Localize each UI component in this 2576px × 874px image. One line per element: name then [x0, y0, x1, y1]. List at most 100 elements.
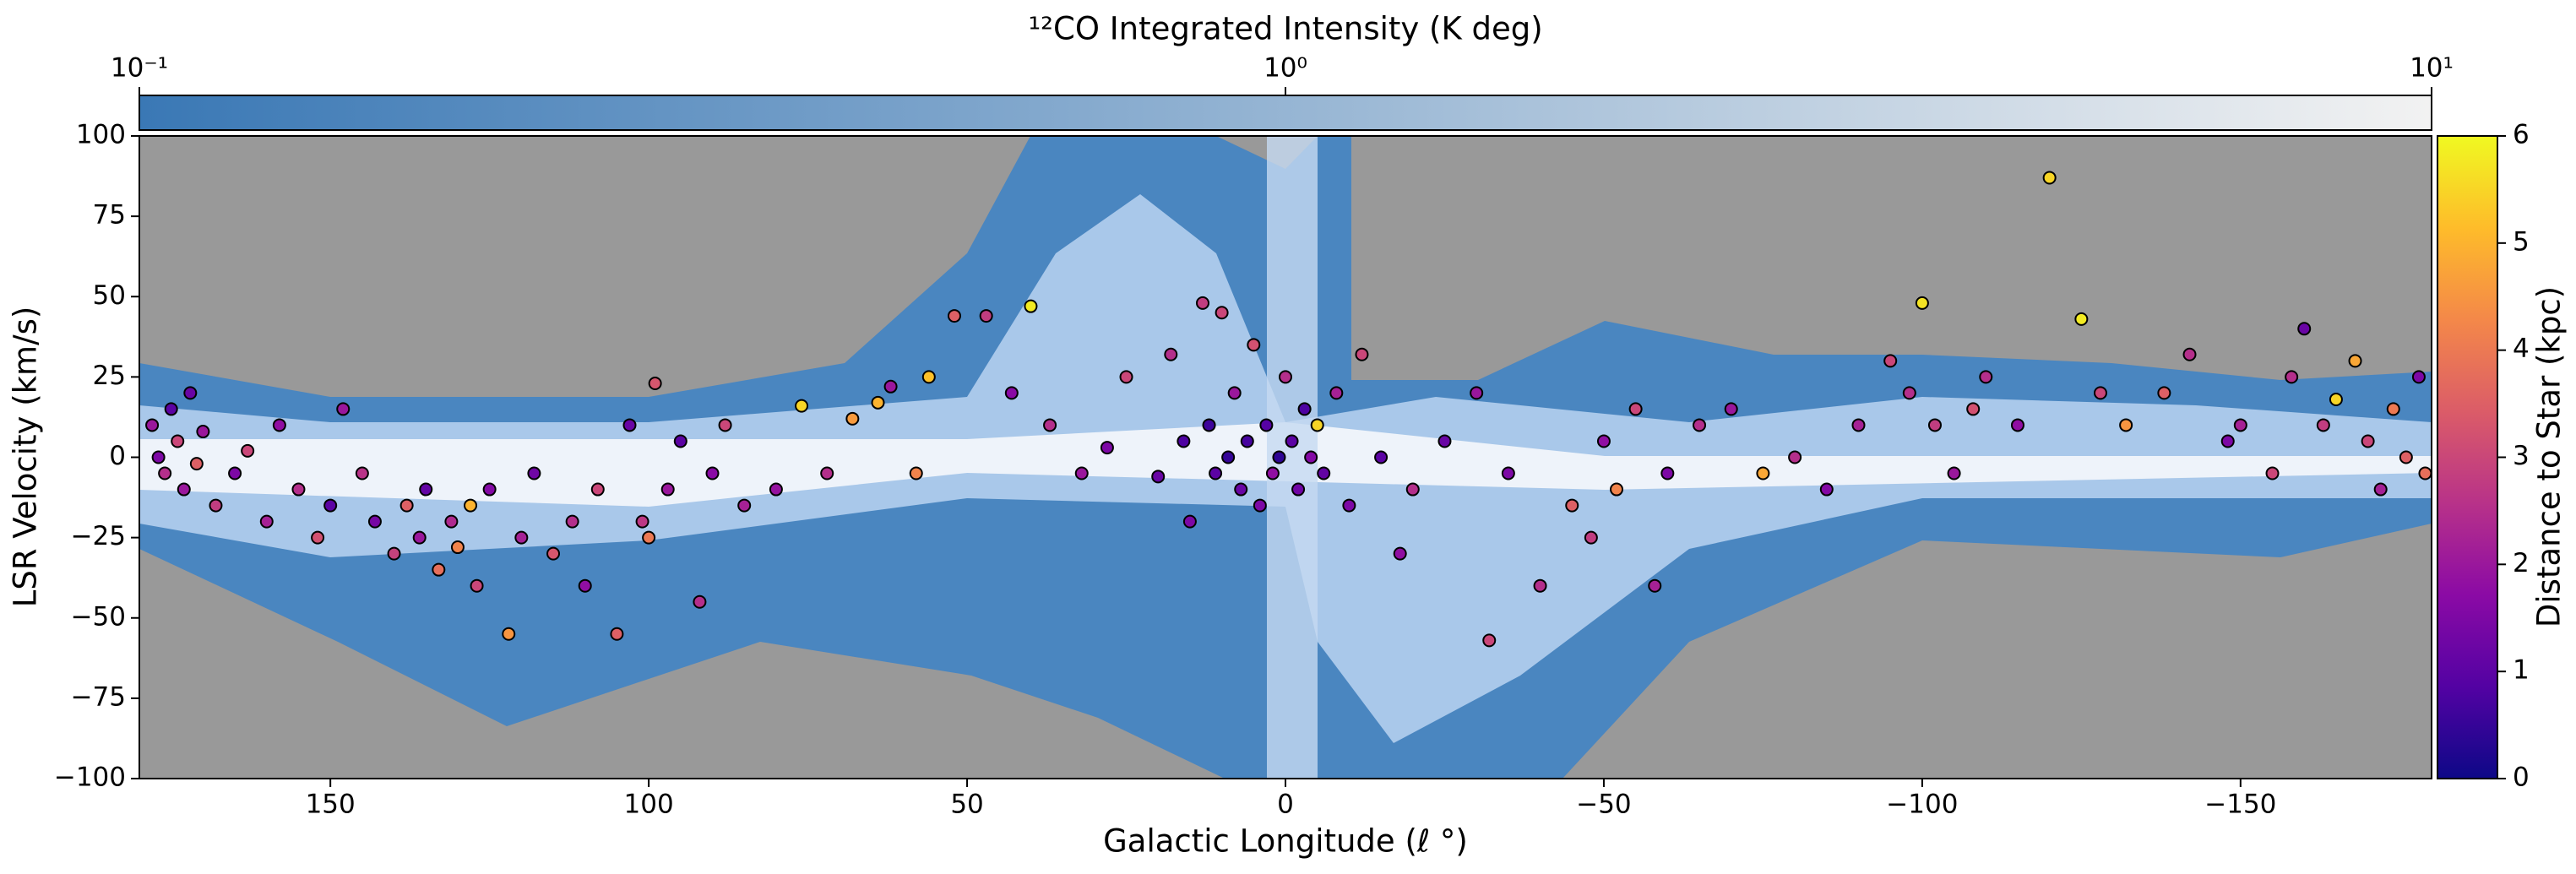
point — [355, 466, 369, 480]
point — [2316, 418, 2330, 432]
point — [1195, 296, 1209, 310]
point — [1164, 347, 1178, 361]
point — [2157, 386, 2171, 400]
chart-title: ¹²CO Integrated Intensity (K deg) — [1028, 11, 1542, 47]
colorbar-top — [139, 95, 2432, 131]
point — [1259, 418, 1274, 432]
point — [1279, 370, 1292, 384]
x-tick-label: 0 — [1277, 790, 1294, 820]
colorbar-tick-label: 2 — [2513, 548, 2530, 578]
point — [546, 546, 561, 561]
y-tick-label: −75 — [71, 681, 126, 712]
point — [769, 482, 783, 497]
point — [196, 425, 210, 439]
point — [642, 530, 656, 545]
point — [622, 418, 637, 432]
point — [1584, 530, 1598, 545]
point — [1202, 418, 1216, 432]
point — [272, 418, 286, 432]
point — [578, 578, 592, 593]
colorbar-tick-label: 0 — [2513, 763, 2530, 793]
point — [2399, 450, 2413, 464]
point — [820, 466, 834, 480]
point — [151, 450, 166, 464]
point — [1221, 450, 1236, 464]
point — [1310, 418, 1324, 432]
point — [1151, 470, 1166, 484]
point — [1004, 386, 1019, 400]
point — [673, 434, 687, 448]
point — [1628, 402, 1643, 416]
point — [2093, 386, 2107, 400]
point — [921, 370, 936, 384]
point — [718, 418, 732, 432]
point — [2348, 354, 2362, 368]
point — [311, 530, 325, 545]
point — [482, 482, 497, 497]
colorbar-label: Distance to Star (kpc) — [2531, 286, 2568, 627]
point — [1393, 546, 1407, 561]
point — [635, 514, 649, 529]
point — [1927, 418, 1942, 432]
x-tick-label: 150 — [306, 790, 356, 820]
point — [2182, 347, 2197, 361]
y-tick-label: −25 — [71, 521, 126, 551]
y-tick-label: −100 — [54, 763, 126, 793]
point — [1724, 402, 1738, 416]
point — [2329, 393, 2343, 407]
point — [1043, 418, 1057, 432]
point — [909, 466, 923, 480]
colorbar-tick-label: 6 — [2513, 120, 2530, 150]
point — [565, 514, 579, 529]
y-tick-label: −50 — [71, 601, 126, 632]
y-tick-label: 50 — [93, 280, 126, 311]
point — [693, 594, 707, 609]
point — [1979, 370, 1993, 384]
point — [1329, 386, 1344, 400]
point — [1100, 441, 1114, 455]
y-tick-label: 25 — [93, 361, 126, 391]
point — [845, 411, 860, 426]
point — [2233, 418, 2247, 432]
point — [1074, 466, 1089, 480]
point — [2220, 434, 2235, 448]
point — [2411, 370, 2426, 384]
point — [1209, 466, 1223, 480]
point — [1342, 498, 1356, 513]
point — [947, 309, 961, 323]
point — [1272, 450, 1286, 464]
point — [1317, 466, 1331, 480]
point — [412, 530, 427, 545]
point — [1177, 434, 1191, 448]
point — [228, 466, 242, 480]
point — [2418, 466, 2432, 480]
point — [2297, 322, 2312, 336]
point — [979, 309, 993, 323]
point — [1756, 466, 1770, 480]
point — [145, 418, 160, 432]
point — [883, 379, 898, 394]
point — [648, 376, 662, 390]
point — [514, 530, 529, 545]
x-tick-label: −150 — [2204, 790, 2276, 820]
points — [145, 171, 2432, 648]
point — [1253, 498, 1267, 513]
point — [1304, 450, 1318, 464]
y-tick-label: 100 — [76, 120, 126, 150]
point — [432, 562, 446, 577]
point — [1596, 434, 1611, 448]
point — [177, 482, 191, 497]
point — [2386, 402, 2400, 416]
point — [1660, 466, 1675, 480]
point — [399, 498, 414, 513]
point — [419, 482, 433, 497]
point — [158, 466, 172, 480]
point — [1788, 450, 1802, 464]
y-tick-label: 75 — [93, 200, 126, 231]
point — [1024, 299, 1038, 313]
colorbar-tick-label: 4 — [2513, 334, 2530, 364]
point — [1533, 578, 1547, 593]
point — [705, 466, 720, 480]
colorbar-tick-label: 5 — [2513, 226, 2530, 257]
point — [1291, 482, 1306, 497]
